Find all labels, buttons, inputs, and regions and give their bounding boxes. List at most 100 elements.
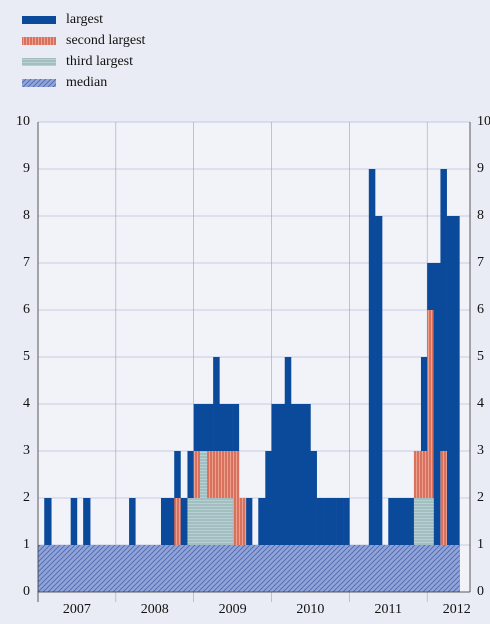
area-step: [63, 545, 71, 592]
area-step: [297, 404, 305, 592]
y2-tick-label: 8: [477, 208, 484, 223]
area-step: [388, 545, 395, 592]
area-step: [109, 545, 117, 592]
area-step: [271, 545, 279, 592]
x-tick-label: 2010: [296, 602, 324, 617]
area-step: [310, 451, 317, 592]
area-step: [310, 545, 317, 592]
area-step: [187, 545, 194, 592]
legend-swatch: [22, 37, 56, 45]
area-step: [245, 545, 253, 592]
area-step: [440, 169, 447, 592]
area-step: [452, 216, 460, 592]
legend: largest second largest third largest median: [22, 12, 146, 90]
area-step: [174, 545, 181, 592]
area-step: [343, 545, 350, 592]
area-step: [167, 545, 175, 592]
area-step: [427, 310, 434, 592]
area-step: [238, 545, 247, 592]
area-step: [284, 357, 292, 592]
y-tick-label: 7: [23, 255, 30, 270]
y2-tick-label: 9: [477, 161, 484, 176]
area-step: [199, 451, 208, 592]
y2-tick-label: 3: [477, 443, 484, 458]
y-tick-label: 6: [23, 302, 30, 317]
y2-tick-label: 7: [477, 255, 484, 270]
y-tick-label: 9: [23, 161, 30, 176]
area-step: [180, 545, 188, 592]
legend-label: third largest: [66, 54, 133, 69]
area-step: [407, 545, 415, 592]
area-step: [362, 545, 370, 592]
area-step: [51, 545, 58, 592]
area-step: [375, 545, 383, 592]
area-step: [115, 545, 123, 592]
area-step: [271, 404, 279, 592]
area-step: [440, 451, 447, 592]
y-tick-label: 1: [23, 537, 30, 552]
area-step: [401, 545, 409, 592]
x-tick-label: 2009: [219, 602, 247, 617]
area-step: [44, 545, 52, 592]
area-step: [304, 545, 311, 592]
area-step: [135, 545, 142, 592]
y2-tick-label: 2: [477, 490, 484, 505]
area-step: [213, 545, 220, 592]
area-step: [265, 545, 272, 592]
area-step: [440, 545, 447, 592]
y2-tick-label: 4: [477, 396, 484, 411]
area-step: [413, 545, 422, 592]
area-step: [232, 451, 240, 592]
area-step: [375, 216, 383, 592]
y-tick-label: 8: [23, 208, 30, 223]
area-step: [38, 545, 45, 592]
area-step: [258, 545, 266, 592]
x-tick-label: 2012: [443, 602, 471, 617]
area-step: [219, 545, 227, 592]
area-step: [160, 545, 169, 592]
area-step: [368, 169, 376, 592]
area-step: [206, 545, 214, 592]
area-step: [284, 545, 292, 592]
axes: 0 0 1 1 2 2 3 3 4 4 5 5 6 6 7 7 8 8 9 9 10 10 2007 2008 2009 2010…: [16, 114, 490, 617]
area-step: [446, 545, 454, 592]
area-step: [83, 545, 91, 592]
legend-label: second largest: [66, 33, 146, 48]
legend-swatch: [22, 79, 56, 87]
area-step: [382, 545, 389, 592]
legend-swatch: [22, 16, 56, 24]
area-step: [427, 545, 434, 592]
area-step: [323, 545, 331, 592]
area-step: [226, 545, 233, 592]
y-tick-label: 5: [23, 349, 30, 364]
area-step: [452, 545, 460, 592]
y2-tick-label: 0: [477, 584, 484, 599]
area-step: [122, 545, 130, 592]
x-tick-label: 2008: [141, 602, 169, 617]
area-step: [329, 545, 337, 592]
area-step: [102, 545, 110, 592]
area-step: [57, 545, 64, 592]
area-step: [154, 545, 162, 592]
area-step: [394, 545, 402, 592]
area-step: [304, 404, 311, 592]
y-tick-label: 0: [23, 584, 30, 599]
area-step: [368, 545, 376, 592]
area-step: [232, 545, 240, 592]
legend-label: median: [66, 75, 107, 90]
area-step: [420, 545, 428, 592]
areas: [38, 169, 460, 592]
y2-tick-label: 5: [477, 349, 484, 364]
area-step: [193, 545, 201, 592]
y-tick-label: 4: [23, 396, 30, 411]
area-step: [355, 545, 363, 592]
area-step: [446, 216, 454, 592]
area-step: [252, 545, 259, 592]
area-step: [265, 451, 272, 592]
area-step: [277, 545, 286, 592]
area-step: [277, 404, 286, 592]
area-step: [96, 545, 103, 592]
area-step: [433, 263, 441, 592]
y2-tick-label: 6: [477, 302, 484, 317]
